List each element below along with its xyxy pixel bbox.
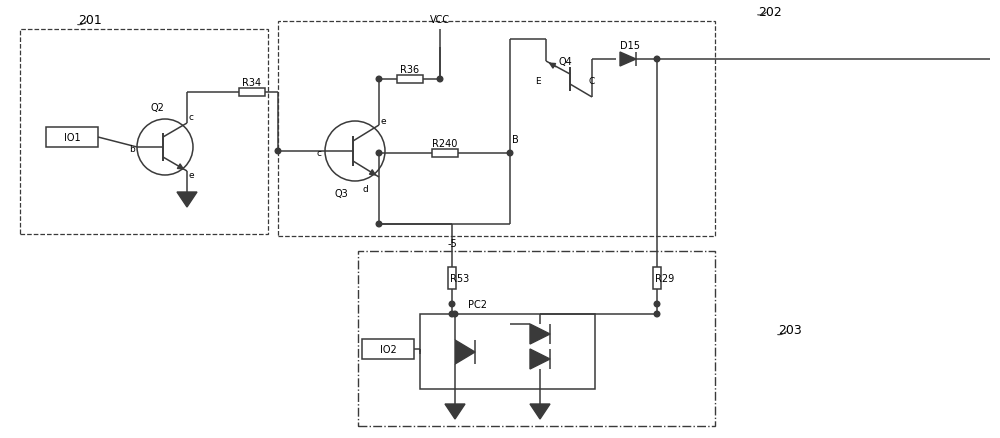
Text: C: C	[589, 78, 595, 86]
Text: R240: R240	[432, 139, 457, 148]
Text: 201: 201	[78, 14, 102, 26]
Text: 202: 202	[758, 6, 782, 18]
Polygon shape	[620, 53, 636, 67]
Text: Q4: Q4	[558, 57, 572, 67]
Text: R29: R29	[655, 273, 675, 283]
Text: VCC: VCC	[430, 15, 450, 25]
Bar	[448, 267, 456, 289]
Circle shape	[452, 311, 458, 317]
Text: PC2: PC2	[468, 299, 487, 309]
Text: c: c	[317, 149, 322, 158]
Circle shape	[449, 311, 455, 317]
Bar	[362, 339, 414, 359]
Circle shape	[376, 151, 382, 156]
Polygon shape	[455, 340, 475, 364]
Text: b: b	[129, 145, 135, 154]
Bar	[20, 30, 268, 234]
Circle shape	[507, 151, 513, 156]
Text: Q3: Q3	[334, 189, 348, 198]
Bar	[432, 150, 458, 158]
Text: R34: R34	[242, 78, 261, 88]
Text: -5: -5	[447, 238, 457, 248]
Polygon shape	[445, 404, 465, 419]
Polygon shape	[530, 349, 550, 369]
Circle shape	[137, 120, 193, 176]
Circle shape	[449, 301, 455, 307]
Circle shape	[275, 149, 281, 155]
Bar	[420, 314, 595, 389]
Circle shape	[654, 301, 660, 307]
Text: d: d	[362, 185, 368, 194]
Bar	[46, 128, 98, 148]
Bar	[239, 89, 265, 97]
Circle shape	[325, 122, 385, 182]
Bar	[397, 76, 423, 84]
Text: 203: 203	[778, 323, 802, 336]
Circle shape	[376, 77, 382, 83]
Text: IO1: IO1	[64, 133, 80, 143]
Text: e: e	[188, 171, 194, 180]
Text: R53: R53	[450, 273, 470, 283]
Text: e: e	[380, 117, 386, 126]
Circle shape	[376, 222, 382, 227]
Circle shape	[437, 77, 443, 83]
Polygon shape	[530, 324, 550, 344]
Text: D15: D15	[620, 41, 640, 51]
Bar	[358, 251, 715, 426]
Text: Q2: Q2	[150, 103, 164, 113]
Polygon shape	[530, 404, 550, 419]
Text: E: E	[535, 78, 541, 86]
Text: IO2: IO2	[380, 344, 396, 354]
Bar	[653, 267, 661, 289]
Circle shape	[654, 57, 660, 63]
Text: B: B	[512, 135, 518, 145]
Text: R36: R36	[400, 65, 419, 75]
Polygon shape	[177, 193, 197, 208]
Circle shape	[654, 311, 660, 317]
Bar	[278, 22, 715, 237]
Text: c: c	[189, 113, 194, 122]
